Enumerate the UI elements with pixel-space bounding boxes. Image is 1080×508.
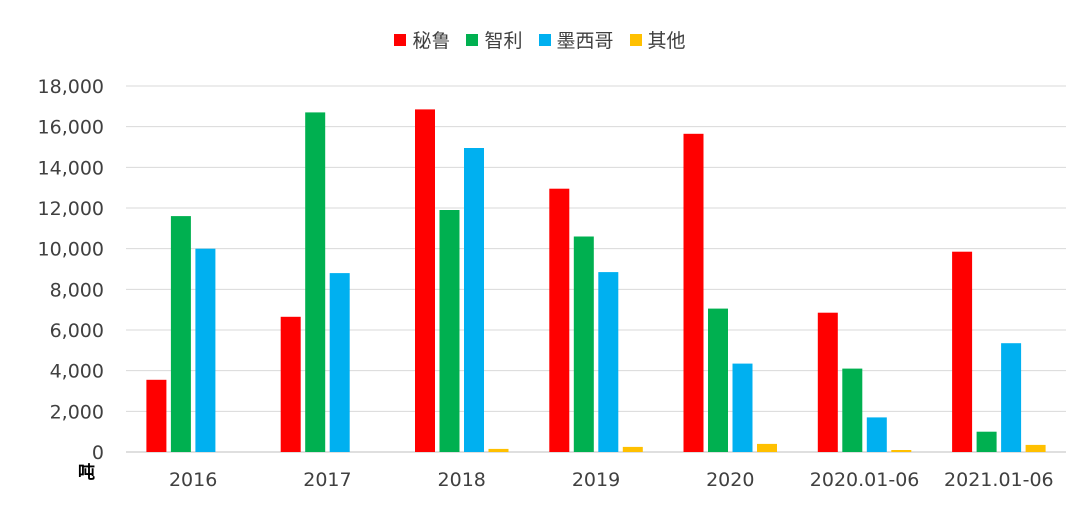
bar-墨西哥-2021.01-06 [1001,343,1022,452]
bar-智利-2020.01-06 [842,368,863,452]
bar-智利-2018 [439,210,460,452]
unit-label: 吨 [78,462,95,483]
y-tick-label: 4,000 [50,361,104,383]
bar-墨西哥-2018 [464,148,484,452]
bar-墨西哥-2020.01-06 [866,417,887,452]
x-tick-label: 2017 [303,469,351,491]
bar-其他-2020 [757,443,777,452]
legend-item: 其他 [629,26,686,53]
bar-其他-2020.01-06 [891,450,912,452]
gridlines [126,85,1066,453]
legend-swatch [629,33,642,46]
x-tick-label: 2020 [706,469,754,491]
bar-墨西哥-2017 [329,273,350,452]
bar-墨西哥-2016 [195,248,216,452]
legend: 秘鲁 智利 墨西哥 其他 [0,26,1080,53]
legend-swatch [466,33,479,46]
bar-秘鲁-2019 [549,188,570,452]
legend-swatch [394,33,407,46]
x-tick-label: 2018 [438,469,486,491]
bar-智利-2021.01-06 [976,431,997,452]
bar-墨西哥-2019 [598,272,619,452]
bar-秘鲁-2020 [683,133,704,453]
legend-label: 智利 [484,30,523,52]
bar-秘鲁-2018 [415,109,435,453]
bar-秘鲁-2021.01-06 [952,251,973,452]
x-tick-label: 2019 [572,469,620,491]
bar-墨西哥-2020 [732,363,753,452]
legend-item: 智利 [466,26,523,53]
x-tick-label: 2020.01-06 [810,469,920,491]
bar-其他-2018 [488,448,509,452]
y-tick-label: 14,000 [38,157,104,179]
y-tick-label: 0 [92,442,104,464]
y-tick-label: 6,000 [50,320,104,342]
y-tick-label: 2,000 [50,401,104,423]
bar-智利-2016 [170,216,191,452]
x-tick-label: 2021.01-06 [944,469,1054,491]
legend-label: 秘鲁 [412,30,451,52]
bar-秘鲁-2016 [146,379,167,452]
y-axis: 0 2,000 4,000 6,000 8,000 10,000 12,000 14,000 1… [38,76,104,464]
bar-其他-2021.01-06 [1025,444,1046,452]
y-tick-label: 12,000 [38,198,104,220]
legend-swatch [538,33,551,46]
y-tick-label: 16,000 [38,117,104,139]
y-tick-label: 10,000 [38,239,104,261]
x-tick-label: 2016 [169,469,217,491]
bars [146,109,1046,453]
legend-label: 其他 [647,30,686,52]
x-axis: 2016 2017 2018 2019 2020 2020.01-06 2021.01-06 [169,469,1054,491]
bar-其他-2019 [622,446,643,452]
legend-item: 秘鲁 [394,26,450,53]
legend-label: 墨西哥 [556,30,614,52]
bar-智利-2019 [573,236,594,452]
bar-智利-2020 [708,308,728,452]
bar-智利-2017 [305,112,326,453]
bar-秘鲁-2017 [280,316,301,452]
bar-秘鲁-2020.01-06 [817,312,838,452]
legend-item: 墨西哥 [538,26,614,53]
y-tick-label: 8,000 [50,279,104,301]
y-tick-label: 18,000 [38,76,104,98]
